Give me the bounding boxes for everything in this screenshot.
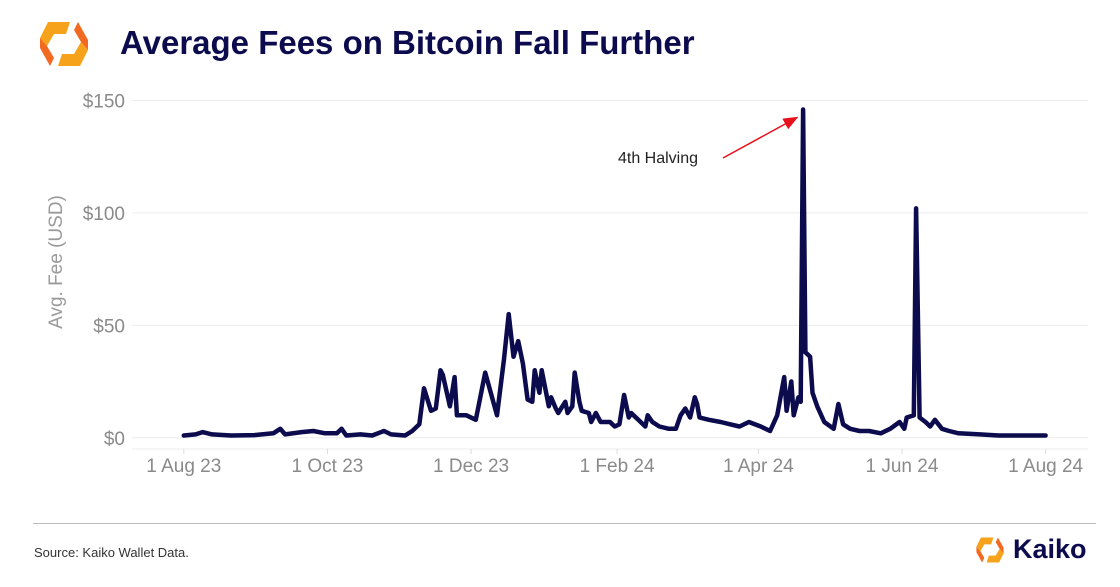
series-line [181, 107, 1048, 438]
kaiko-logo-icon [34, 18, 94, 70]
source-note: Source: Kaiko Wallet Data. [34, 545, 189, 560]
footer-divider [33, 523, 1096, 524]
x-tick-label: 1 Apr 24 [723, 456, 794, 477]
x-tick-label: 1 Oct 23 [292, 456, 364, 477]
annotation-arrow [722, 116, 799, 159]
brand-name: Kaiko [1013, 534, 1087, 564]
x-tick-label: 1 Jun 24 [866, 456, 939, 477]
annotation-label: 4th Halving [618, 150, 698, 167]
y-tick-label: $150 [83, 91, 125, 112]
x-tick-label: 1 Aug 24 [1008, 456, 1083, 477]
chart-title: Average Fees on Bitcoin Fall Further [120, 24, 695, 61]
x-tick-label: 1 Feb 24 [580, 456, 655, 477]
kaiko-logo-icon [976, 537, 1004, 562]
y-axis-label: Avg. Fee (USD) [46, 195, 67, 329]
y-tick-label: $0 [104, 429, 125, 450]
x-tick-label: 1 Dec 23 [433, 456, 509, 477]
x-tick-label: 1 Aug 23 [146, 456, 221, 477]
brand-footer: Kaiko [973, 534, 1087, 565]
y-tick-label: $50 [93, 316, 125, 337]
y-tick-label: $100 [83, 204, 125, 225]
